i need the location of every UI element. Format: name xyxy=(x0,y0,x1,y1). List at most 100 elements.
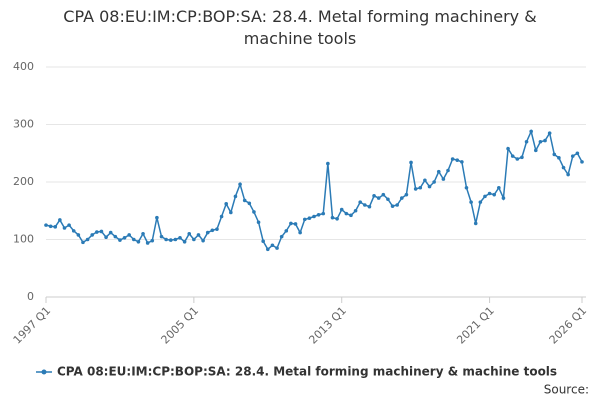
point xyxy=(524,139,529,144)
point xyxy=(520,155,524,160)
point xyxy=(501,196,506,200)
point xyxy=(196,233,201,237)
point xyxy=(386,197,390,202)
point xyxy=(515,157,520,161)
point xyxy=(339,207,344,212)
point xyxy=(473,221,478,226)
point xyxy=(436,169,441,174)
y-tick-label: 300 xyxy=(13,118,34,131)
point xyxy=(552,152,557,157)
y-tick-label: 100 xyxy=(13,233,34,246)
point xyxy=(538,139,543,144)
x-tick-label: 2026 Q1 xyxy=(547,304,590,347)
point xyxy=(533,148,538,153)
chart-title: CPA 08:EU:IM:CP:BOP:SA: 28.4. Metal form… xyxy=(63,7,537,48)
point xyxy=(53,225,58,229)
point xyxy=(302,217,307,222)
x-tick-label: 2005 Q1 xyxy=(159,304,202,347)
point xyxy=(483,194,487,199)
point xyxy=(441,177,446,181)
point xyxy=(233,194,238,199)
point xyxy=(131,237,136,242)
point xyxy=(275,246,279,250)
point xyxy=(450,157,455,161)
point xyxy=(210,228,215,233)
point xyxy=(344,211,349,216)
legend-label: CPA 08:EU:IM:CP:BOP:SA: 28.4. Metal form… xyxy=(57,365,557,379)
point xyxy=(90,233,95,237)
point xyxy=(395,203,399,207)
point xyxy=(510,154,515,158)
point xyxy=(261,239,265,244)
y-tick-label: 0 xyxy=(27,290,34,303)
point xyxy=(478,200,483,204)
point xyxy=(279,234,284,239)
point xyxy=(58,218,62,222)
point xyxy=(492,192,497,197)
point xyxy=(409,160,413,165)
point xyxy=(547,131,552,135)
point xyxy=(353,208,358,213)
point xyxy=(321,211,326,216)
x-tick-label: 2013 Q1 xyxy=(306,304,349,347)
point xyxy=(460,160,464,164)
line xyxy=(45,129,583,251)
point xyxy=(168,238,173,242)
point xyxy=(192,237,196,242)
point xyxy=(566,172,570,177)
point xyxy=(205,230,210,235)
point xyxy=(182,240,187,244)
point xyxy=(67,223,71,227)
legend-marker xyxy=(41,369,47,375)
point xyxy=(229,210,233,215)
source: Source: xyxy=(544,383,589,397)
point xyxy=(506,146,510,151)
point xyxy=(201,238,205,243)
point xyxy=(575,151,580,156)
point xyxy=(247,201,252,206)
point xyxy=(529,129,533,134)
point xyxy=(150,238,155,243)
point xyxy=(570,154,575,158)
point xyxy=(543,138,547,143)
point xyxy=(48,224,53,229)
point xyxy=(76,233,81,237)
y-tick-label: 400 xyxy=(13,60,34,73)
point xyxy=(289,221,293,226)
point xyxy=(418,185,423,190)
point xyxy=(141,231,145,236)
point xyxy=(399,196,404,200)
point xyxy=(455,158,460,162)
point xyxy=(215,227,219,231)
point xyxy=(155,215,159,220)
point xyxy=(423,178,427,183)
point xyxy=(307,216,312,221)
point xyxy=(298,230,302,235)
point xyxy=(62,226,67,230)
point xyxy=(316,212,321,217)
point xyxy=(464,185,469,190)
point xyxy=(238,182,242,187)
point xyxy=(330,215,335,220)
y-tick-label: 200 xyxy=(13,175,34,188)
point xyxy=(270,243,275,248)
point xyxy=(349,213,353,218)
point xyxy=(71,229,76,233)
point xyxy=(187,231,192,236)
point xyxy=(265,247,270,252)
point xyxy=(164,237,168,242)
point xyxy=(372,194,376,198)
point xyxy=(108,230,113,235)
point xyxy=(242,198,247,203)
point xyxy=(376,196,381,200)
point xyxy=(367,204,372,209)
point xyxy=(404,192,409,197)
point xyxy=(104,235,108,239)
point xyxy=(81,240,85,245)
point xyxy=(44,223,48,227)
point xyxy=(159,234,164,239)
point xyxy=(580,160,584,164)
point xyxy=(432,180,436,184)
point xyxy=(95,230,99,234)
